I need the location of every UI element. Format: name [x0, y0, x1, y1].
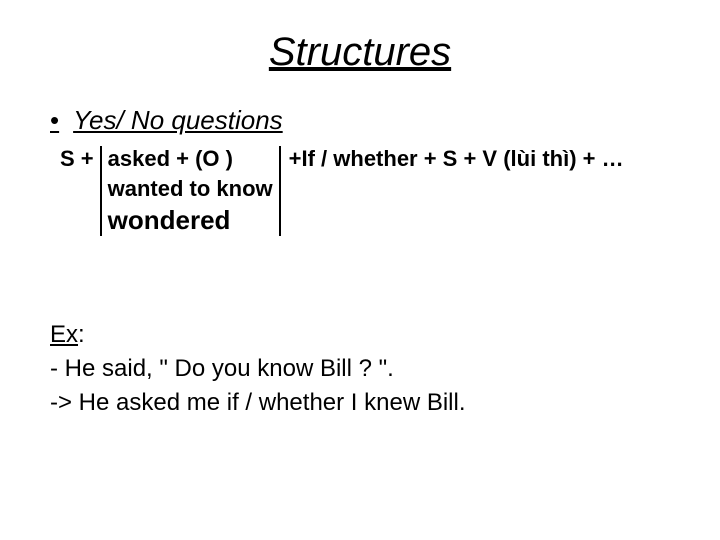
example-line-1: - He said, " Do you know Bill ? ". — [50, 352, 680, 386]
formula-option-2: wanted to know — [108, 174, 273, 204]
formula-option-3: wondered — [108, 203, 273, 238]
example-colon: : — [78, 321, 85, 348]
slide-title: Structures — [40, 30, 680, 75]
example-line-2: -> He asked me if / whether I knew Bill. — [50, 386, 680, 420]
bullet-item: • Yes/ No questions — [50, 105, 680, 136]
slide: Structures • Yes/ No questions S + asked… — [0, 0, 720, 540]
example-block: Ex: - He said, " Do you know Bill ? ". -… — [50, 318, 680, 419]
formula-suffix: +If / whether + S + V (lùi thì) + … — [281, 144, 624, 172]
bullet-marker: • — [50, 105, 59, 136]
example-label: Ex — [50, 321, 78, 348]
formula-row: S + asked + (O ) wanted to know wondered… — [60, 144, 680, 238]
formula-prefix: S + — [60, 144, 100, 172]
example-label-line: Ex: — [50, 318, 680, 352]
bracket-group: asked + (O ) wanted to know wondered — [100, 144, 281, 238]
bullet-text: Yes/ No questions — [73, 105, 283, 136]
formula-option-1: asked + (O ) — [108, 144, 273, 174]
formula-options: asked + (O ) wanted to know wondered — [102, 144, 279, 238]
